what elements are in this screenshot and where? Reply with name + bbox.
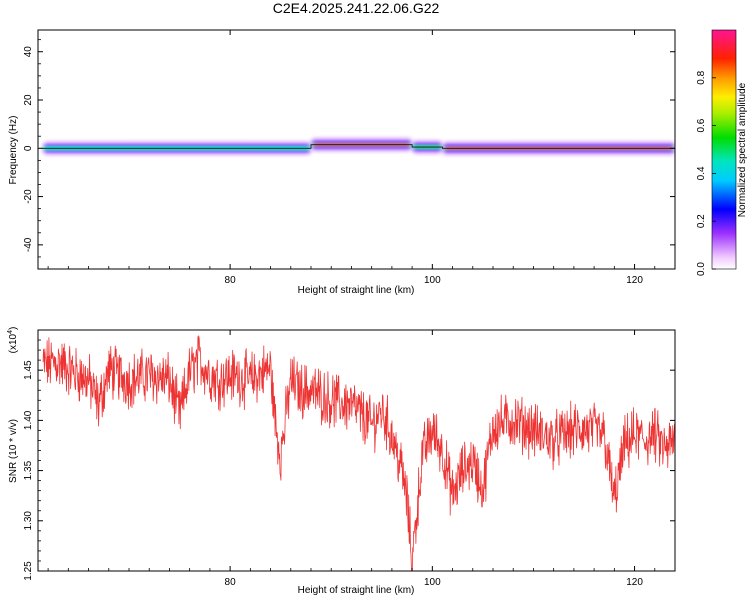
spectrogram-y-tick-label: 0 [23, 145, 34, 151]
spectrogram-x-tick-label: 100 [424, 275, 441, 286]
snr-y-tick-label: 1.45 [23, 360, 34, 380]
snr-y-tick-label: 1.25 [23, 561, 34, 581]
spectrogram-panel: 80 100 120 40 20 0 -20 -40 Height of straight l… [8, 29, 676, 296]
spectrogram-centerline [43, 144, 675, 149]
spectrogram-x-label: Height of straight line (km) [298, 285, 415, 296]
snr-panel: 80 100 120 1.25 1.30 1.35 1.40 1.45 Height of s… [7, 327, 676, 596]
spectrogram-frame [37, 29, 676, 270]
snr-y-scale-exp: 4 [7, 330, 14, 334]
colorbar-label: Normalized spectral amplitude [737, 82, 748, 217]
spectrogram-y-label: Frequency (Hz) [8, 116, 19, 185]
colorbar-tick-label: 0.4 [696, 166, 707, 180]
colorbar-gradient [711, 29, 737, 270]
snr-y-tick-label: 1.40 [23, 410, 34, 430]
snr-y-scale: (x104) [7, 327, 19, 354]
snr-series-line [42, 335, 675, 571]
snr-x-tick-label: 120 [626, 577, 643, 588]
snr-x-tick-label: 100 [424, 577, 441, 588]
spectrogram-heatmap [43, 136, 675, 157]
snr-y-scale-base: (x10 [8, 333, 19, 353]
spectrogram-y-tick-label: 20 [23, 94, 34, 106]
spectrogram-y-tick-label: 40 [23, 46, 34, 58]
spectrogram-x-tick-label: 120 [626, 275, 643, 286]
colorbar-ticks: 0.0 0.2 0.4 0.6 0.8 [696, 70, 716, 276]
colorbar: 0.0 0.2 0.4 0.6 0.8 Normalized spectral ampl… [696, 29, 748, 276]
colorbar-tick-label: 0.8 [696, 70, 707, 84]
spectrogram-y-tick-label: -40 [23, 237, 34, 252]
colorbar-tick-label: 0.2 [696, 214, 707, 228]
spectrogram-y-tick-label: -20 [23, 189, 34, 204]
spectrogram-x-tick-label: 80 [225, 275, 237, 286]
snr-y-tick-label: 1.35 [23, 460, 34, 480]
colorbar-tick-label: 0.6 [696, 118, 707, 132]
snr-y-tick-label: 1.30 [23, 511, 34, 531]
snr-x-tick-label: 80 [225, 577, 237, 588]
snr-ticks: 80 100 120 1.25 1.30 1.35 1.40 1.45 [23, 330, 676, 588]
snr-y-label: SNR (10 * v/v) [8, 419, 19, 483]
spectrogram-ticks: 80 100 120 40 20 0 -20 -40 [23, 30, 676, 286]
figure-title: C2E4.2025.241.22.06.G22 [273, 0, 440, 16]
colorbar-tick-label: 0.0 [696, 262, 707, 276]
snr-x-label: Height of straight line (km) [298, 585, 415, 596]
